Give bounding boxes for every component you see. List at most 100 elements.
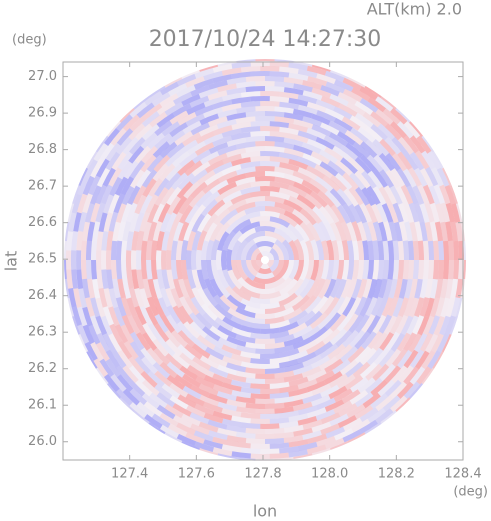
echo-cell bbox=[398, 278, 408, 299]
echo-cell bbox=[436, 333, 450, 353]
echo-cell bbox=[240, 447, 261, 454]
echo-cell bbox=[236, 431, 256, 439]
echo-cell bbox=[337, 131, 356, 146]
echo-cell bbox=[250, 96, 270, 102]
echo-cell bbox=[427, 260, 435, 280]
echo-cell bbox=[356, 278, 368, 299]
echo-cell bbox=[250, 155, 270, 162]
echo-cell bbox=[329, 93, 349, 107]
echo-cell bbox=[330, 70, 349, 79]
echo-cell bbox=[272, 260, 285, 277]
echo-cell bbox=[182, 373, 202, 388]
echo-cell bbox=[245, 76, 265, 82]
echo-cell bbox=[222, 316, 242, 330]
echo-cell bbox=[414, 167, 428, 187]
echo-cell bbox=[422, 184, 435, 205]
echo-cell bbox=[317, 312, 335, 330]
echo-cell bbox=[154, 120, 173, 137]
echo-cell bbox=[440, 202, 450, 223]
echo-cell bbox=[260, 91, 280, 97]
echo-cell bbox=[392, 348, 408, 367]
y-tick-label: 26.0 bbox=[28, 434, 57, 449]
echo-cell bbox=[288, 97, 309, 107]
echo-cell bbox=[191, 343, 211, 359]
echo-cell bbox=[288, 376, 309, 387]
echo-cell bbox=[434, 221, 443, 242]
echo-cell bbox=[142, 221, 152, 242]
echo-cell bbox=[219, 208, 238, 226]
echo-cell bbox=[443, 240, 449, 260]
echo-cell bbox=[274, 406, 294, 414]
echo-cell bbox=[100, 184, 113, 205]
y-axis-label: lat bbox=[2, 251, 21, 272]
echo-cell bbox=[343, 88, 363, 103]
echo-cell bbox=[254, 338, 276, 345]
echo-cell bbox=[152, 278, 163, 299]
echo-cell bbox=[274, 166, 294, 176]
echo-cell bbox=[419, 221, 428, 242]
y-tick-label: 26.2 bbox=[28, 361, 57, 376]
echo-cell bbox=[173, 278, 184, 299]
echo-cell bbox=[101, 250, 107, 270]
echo-cell bbox=[350, 127, 369, 144]
echo-cell bbox=[314, 176, 334, 192]
echo-cell bbox=[93, 358, 109, 377]
echo-cell bbox=[186, 269, 197, 290]
echo-cell bbox=[176, 321, 194, 339]
echo-cell bbox=[190, 296, 206, 316]
echo-cell bbox=[77, 324, 90, 344]
echo-cell bbox=[299, 221, 315, 242]
echo-cell bbox=[196, 249, 202, 271]
y-tick-label: 26.3 bbox=[28, 325, 57, 340]
echo-cell bbox=[387, 240, 394, 260]
echo-cell bbox=[203, 439, 223, 450]
echo-cell bbox=[236, 81, 256, 89]
echo-cell bbox=[338, 103, 358, 117]
echo-cell bbox=[288, 72, 309, 81]
echo-cell bbox=[71, 269, 79, 289]
echo-cell bbox=[213, 294, 231, 312]
echo-cell bbox=[435, 297, 445, 317]
echo-cell bbox=[199, 64, 219, 72]
echo-cell bbox=[198, 383, 219, 396]
echo-cell bbox=[70, 250, 77, 270]
echo-cell bbox=[214, 317, 234, 332]
echo-cell bbox=[324, 296, 340, 316]
echo-cell bbox=[455, 297, 463, 317]
echo-cell bbox=[283, 112, 304, 121]
echo-cell bbox=[342, 203, 356, 223]
echo-cell bbox=[98, 212, 108, 232]
echo-cell bbox=[354, 156, 372, 174]
echo-cell bbox=[129, 341, 145, 360]
echo-cell bbox=[403, 151, 419, 171]
echo-cell bbox=[227, 269, 243, 290]
echo-cell bbox=[82, 193, 93, 214]
echo-cell bbox=[283, 424, 304, 433]
echo-cell bbox=[425, 166, 439, 187]
echo-cell bbox=[142, 178, 157, 198]
echo-cell bbox=[217, 453, 237, 459]
echo-cell bbox=[226, 77, 247, 85]
echo-cell bbox=[361, 170, 377, 189]
echo-cell bbox=[434, 278, 443, 299]
echo-cell bbox=[182, 132, 202, 147]
echo-cell bbox=[217, 83, 237, 93]
echo-cell bbox=[279, 162, 300, 172]
echo-cell bbox=[429, 278, 438, 299]
echo-cell bbox=[324, 221, 337, 242]
echo-cell bbox=[292, 108, 313, 119]
echo-cell bbox=[329, 328, 348, 346]
echo-cell bbox=[265, 341, 285, 350]
echo-cell bbox=[216, 391, 237, 401]
echo-cell bbox=[372, 221, 383, 242]
echo-cell bbox=[198, 87, 219, 99]
echo-cell bbox=[283, 147, 304, 158]
echo-cell bbox=[421, 367, 435, 385]
echo-cell bbox=[156, 100, 176, 116]
echo-cell bbox=[128, 123, 146, 141]
echo-cell bbox=[255, 105, 275, 112]
echo-cell bbox=[355, 186, 370, 206]
echo-cell bbox=[250, 453, 270, 459]
echo-cell bbox=[269, 247, 279, 260]
echo-cell bbox=[208, 366, 229, 378]
